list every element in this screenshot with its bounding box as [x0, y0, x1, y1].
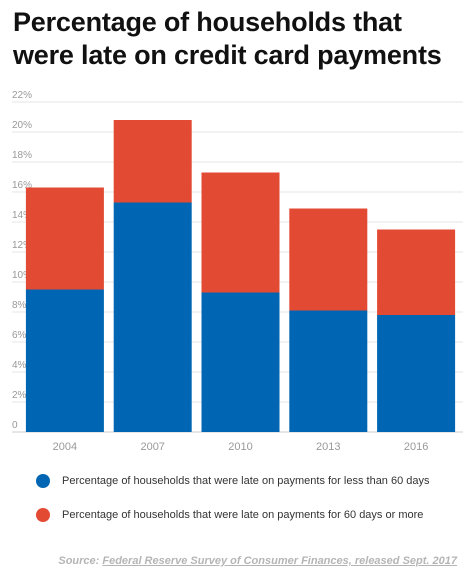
stacked-bar-chart: 02%4%6%8%10%12%14%16%18%20%22% 2004 2007 2… [12, 90, 463, 453]
y-tick-label: 14% [12, 210, 32, 221]
y-tick-label: 2% [12, 390, 27, 401]
y-axis-ticks: 0 2% 4% 6% 8% 10% 12% 14% 16% 18% 20% 22% [12, 90, 32, 431]
bar-segment-less-than-60 [289, 310, 368, 432]
legend-swatch-less-than-60 [36, 474, 50, 488]
x-tick-label: 2007 [140, 441, 164, 453]
bar-segment-60-or-more [289, 208, 368, 311]
x-tick-label: 2016 [404, 441, 428, 453]
bar-segment-60-or-more [201, 172, 280, 293]
y-tick-label: 22% [12, 90, 32, 101]
y-tick-label: 0 [12, 420, 18, 431]
bar-segment-less-than-60 [201, 292, 280, 432]
y-tick-label: 6% [12, 330, 27, 341]
source-link[interactable]: Federal Reserve Survey of Consumer Finan… [102, 555, 457, 567]
source-note: Source: Federal Reserve Survey of Consum… [58, 555, 457, 567]
source-prefix: Source: [58, 555, 103, 567]
y-tick-label: 20% [12, 120, 32, 131]
bar-segment-less-than-60 [113, 202, 192, 432]
legend-swatch-60-or-more [36, 508, 50, 522]
legend-label-60-or-more: Percentage of households that were late … [62, 509, 424, 521]
chart-title: Percentage of households that were late … [13, 7, 442, 70]
bar-segment-60-or-more [377, 229, 456, 315]
y-tick-label: 8% [12, 300, 27, 311]
legend-item-less-than-60: Percentage of households that were late … [36, 474, 430, 488]
x-axis-ticks: 2004 2007 2010 2013 2016 [53, 441, 429, 453]
bar-segment-60-or-more [25, 187, 104, 290]
bar-segment-less-than-60 [377, 315, 456, 432]
y-tick-label: 10% [12, 270, 32, 281]
bars [25, 120, 456, 432]
bar-segment-60-or-more [113, 120, 192, 203]
legend-item-60-or-more: Percentage of households that were late … [36, 508, 423, 522]
y-tick-label: 18% [12, 150, 32, 161]
x-tick-label: 2013 [316, 441, 340, 453]
x-tick-label: 2004 [53, 441, 77, 453]
y-tick-label: 4% [12, 360, 27, 371]
x-tick-label: 2010 [228, 441, 252, 453]
y-tick-label: 12% [12, 240, 32, 251]
legend-label-less-than-60: Percentage of households that were late … [62, 475, 430, 487]
y-tick-label: 16% [12, 180, 32, 191]
bar-segment-less-than-60 [25, 289, 104, 432]
